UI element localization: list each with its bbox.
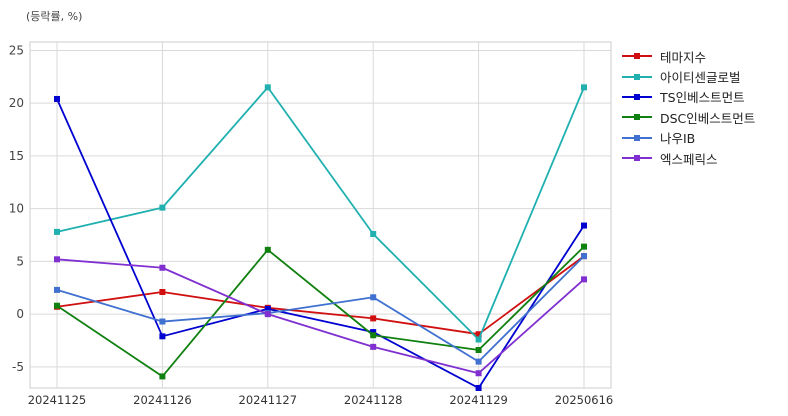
data-point-series-1 <box>370 315 377 322</box>
legend-swatch <box>622 131 652 145</box>
legend-label: 아이티센글로벌 <box>660 70 741 86</box>
legend-label: 엑스페릭스 <box>660 151 718 167</box>
data-point-series-1 <box>159 289 166 296</box>
data-point-series-3 <box>159 333 166 340</box>
y-tick-label: -5 <box>12 360 24 374</box>
legend-item: 나우IB <box>622 128 755 148</box>
y-tick-label: 0 <box>16 307 24 321</box>
data-point-series-5 <box>581 253 587 260</box>
plot-area <box>29 41 612 389</box>
legend-item: 엑스페릭스 <box>622 148 755 168</box>
data-point-series-4 <box>54 302 60 309</box>
legend-swatch <box>622 49 652 63</box>
x-tick-label: 20241125 <box>28 393 87 407</box>
legend-item: TS인베스트먼트 <box>622 87 755 107</box>
legend-label: TS인베스트먼트 <box>660 90 745 106</box>
series-line-5 <box>56 255 585 363</box>
y-axis-unit-label: (등락률, %) <box>26 10 83 23</box>
series-line-3 <box>56 98 585 389</box>
legend-label: 나우IB <box>660 131 696 147</box>
legend-swatch <box>622 90 652 104</box>
legend-label: DSC인베스트먼트 <box>660 110 756 126</box>
data-point-series-6 <box>581 276 587 283</box>
data-point-series-6 <box>54 256 60 263</box>
legend-item: 아이티센글로벌 <box>622 66 755 86</box>
data-point-series-3 <box>264 305 271 312</box>
data-point-series-3 <box>54 95 60 102</box>
data-point-series-3 <box>475 385 482 391</box>
legend-swatch <box>622 151 652 165</box>
data-point-series-6 <box>475 370 482 377</box>
legend-item: DSC인베스트먼트 <box>622 107 755 127</box>
data-point-series-2 <box>475 336 482 343</box>
data-point-series-5 <box>475 358 482 365</box>
x-tick-label: 20250616 <box>555 393 614 407</box>
legend-swatch <box>622 70 652 84</box>
data-point-series-6 <box>159 264 166 271</box>
data-point-series-5 <box>370 294 377 301</box>
y-tick-label: 25 <box>9 43 24 57</box>
data-point-series-2 <box>54 228 60 235</box>
data-point-series-1 <box>475 331 482 338</box>
legend-swatch <box>622 110 652 124</box>
data-point-series-4 <box>159 373 166 380</box>
data-point-series-6 <box>370 343 377 350</box>
x-tick-label: 20241129 <box>449 393 508 407</box>
data-point-series-4 <box>264 246 271 253</box>
data-point-series-2 <box>159 204 166 211</box>
y-tick-label: 5 <box>16 254 24 268</box>
series-line-1 <box>56 255 585 336</box>
data-point-series-5 <box>159 318 166 325</box>
data-point-series-2 <box>581 84 587 91</box>
data-point-series-4 <box>475 347 482 354</box>
data-point-series-3 <box>370 329 377 336</box>
data-point-series-2 <box>264 84 271 91</box>
y-tick-label: 10 <box>9 202 24 216</box>
x-tick-label: 20241126 <box>133 393 192 407</box>
legend-item: 테마지수 <box>622 46 755 66</box>
series-line-2 <box>56 86 585 341</box>
data-point-series-6 <box>264 311 271 318</box>
data-point-series-4 <box>370 332 377 339</box>
data-point-series-5 <box>54 286 60 293</box>
series-line-6 <box>56 258 585 375</box>
data-point-series-3 <box>581 222 587 229</box>
legend-label: 테마지수 <box>660 49 707 65</box>
x-tick-label: 20241127 <box>239 393 298 407</box>
data-point-series-2 <box>370 230 377 237</box>
data-point-series-4 <box>581 243 587 250</box>
y-tick-label: 20 <box>9 96 24 110</box>
series-line-4 <box>56 246 585 378</box>
y-tick-label: 15 <box>9 149 24 163</box>
x-tick-label: 20241128 <box>344 393 403 407</box>
